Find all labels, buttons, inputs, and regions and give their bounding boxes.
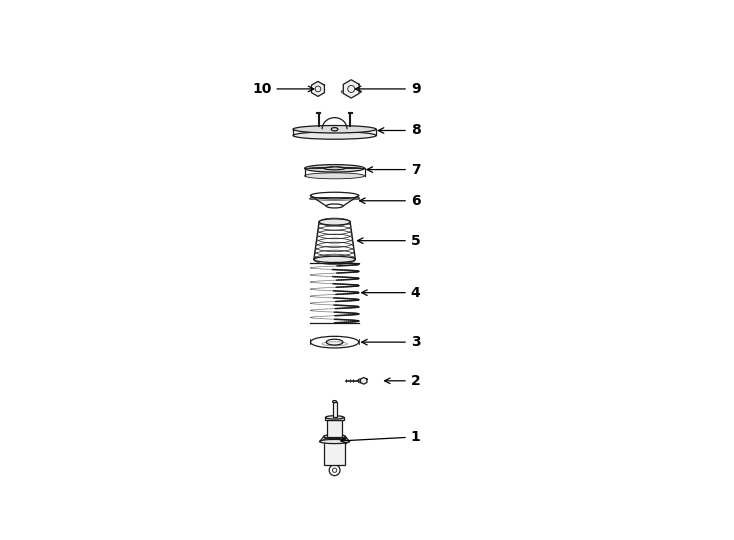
Bar xyxy=(333,402,337,417)
Bar xyxy=(324,440,346,465)
Ellipse shape xyxy=(341,89,361,94)
Text: 7: 7 xyxy=(367,163,421,177)
Text: 3: 3 xyxy=(362,335,421,349)
Ellipse shape xyxy=(325,416,344,419)
Polygon shape xyxy=(311,82,324,97)
Text: 4: 4 xyxy=(362,286,421,300)
Text: 10: 10 xyxy=(252,82,314,96)
Ellipse shape xyxy=(305,173,365,179)
Ellipse shape xyxy=(322,342,347,346)
Ellipse shape xyxy=(305,165,365,172)
Bar xyxy=(325,417,344,420)
Text: 1: 1 xyxy=(341,430,421,444)
Text: 8: 8 xyxy=(378,124,421,138)
Ellipse shape xyxy=(319,440,349,443)
Ellipse shape xyxy=(314,256,355,262)
Polygon shape xyxy=(360,377,367,384)
Text: 6: 6 xyxy=(360,194,421,208)
Polygon shape xyxy=(344,80,359,98)
Text: 9: 9 xyxy=(355,82,421,96)
Ellipse shape xyxy=(319,219,350,225)
Text: 2: 2 xyxy=(385,374,421,388)
Text: 5: 5 xyxy=(357,234,421,248)
Bar xyxy=(327,420,343,436)
Ellipse shape xyxy=(293,125,377,133)
Ellipse shape xyxy=(324,167,345,170)
Ellipse shape xyxy=(324,437,346,442)
Ellipse shape xyxy=(333,401,337,403)
Ellipse shape xyxy=(293,132,377,139)
Ellipse shape xyxy=(324,435,346,438)
